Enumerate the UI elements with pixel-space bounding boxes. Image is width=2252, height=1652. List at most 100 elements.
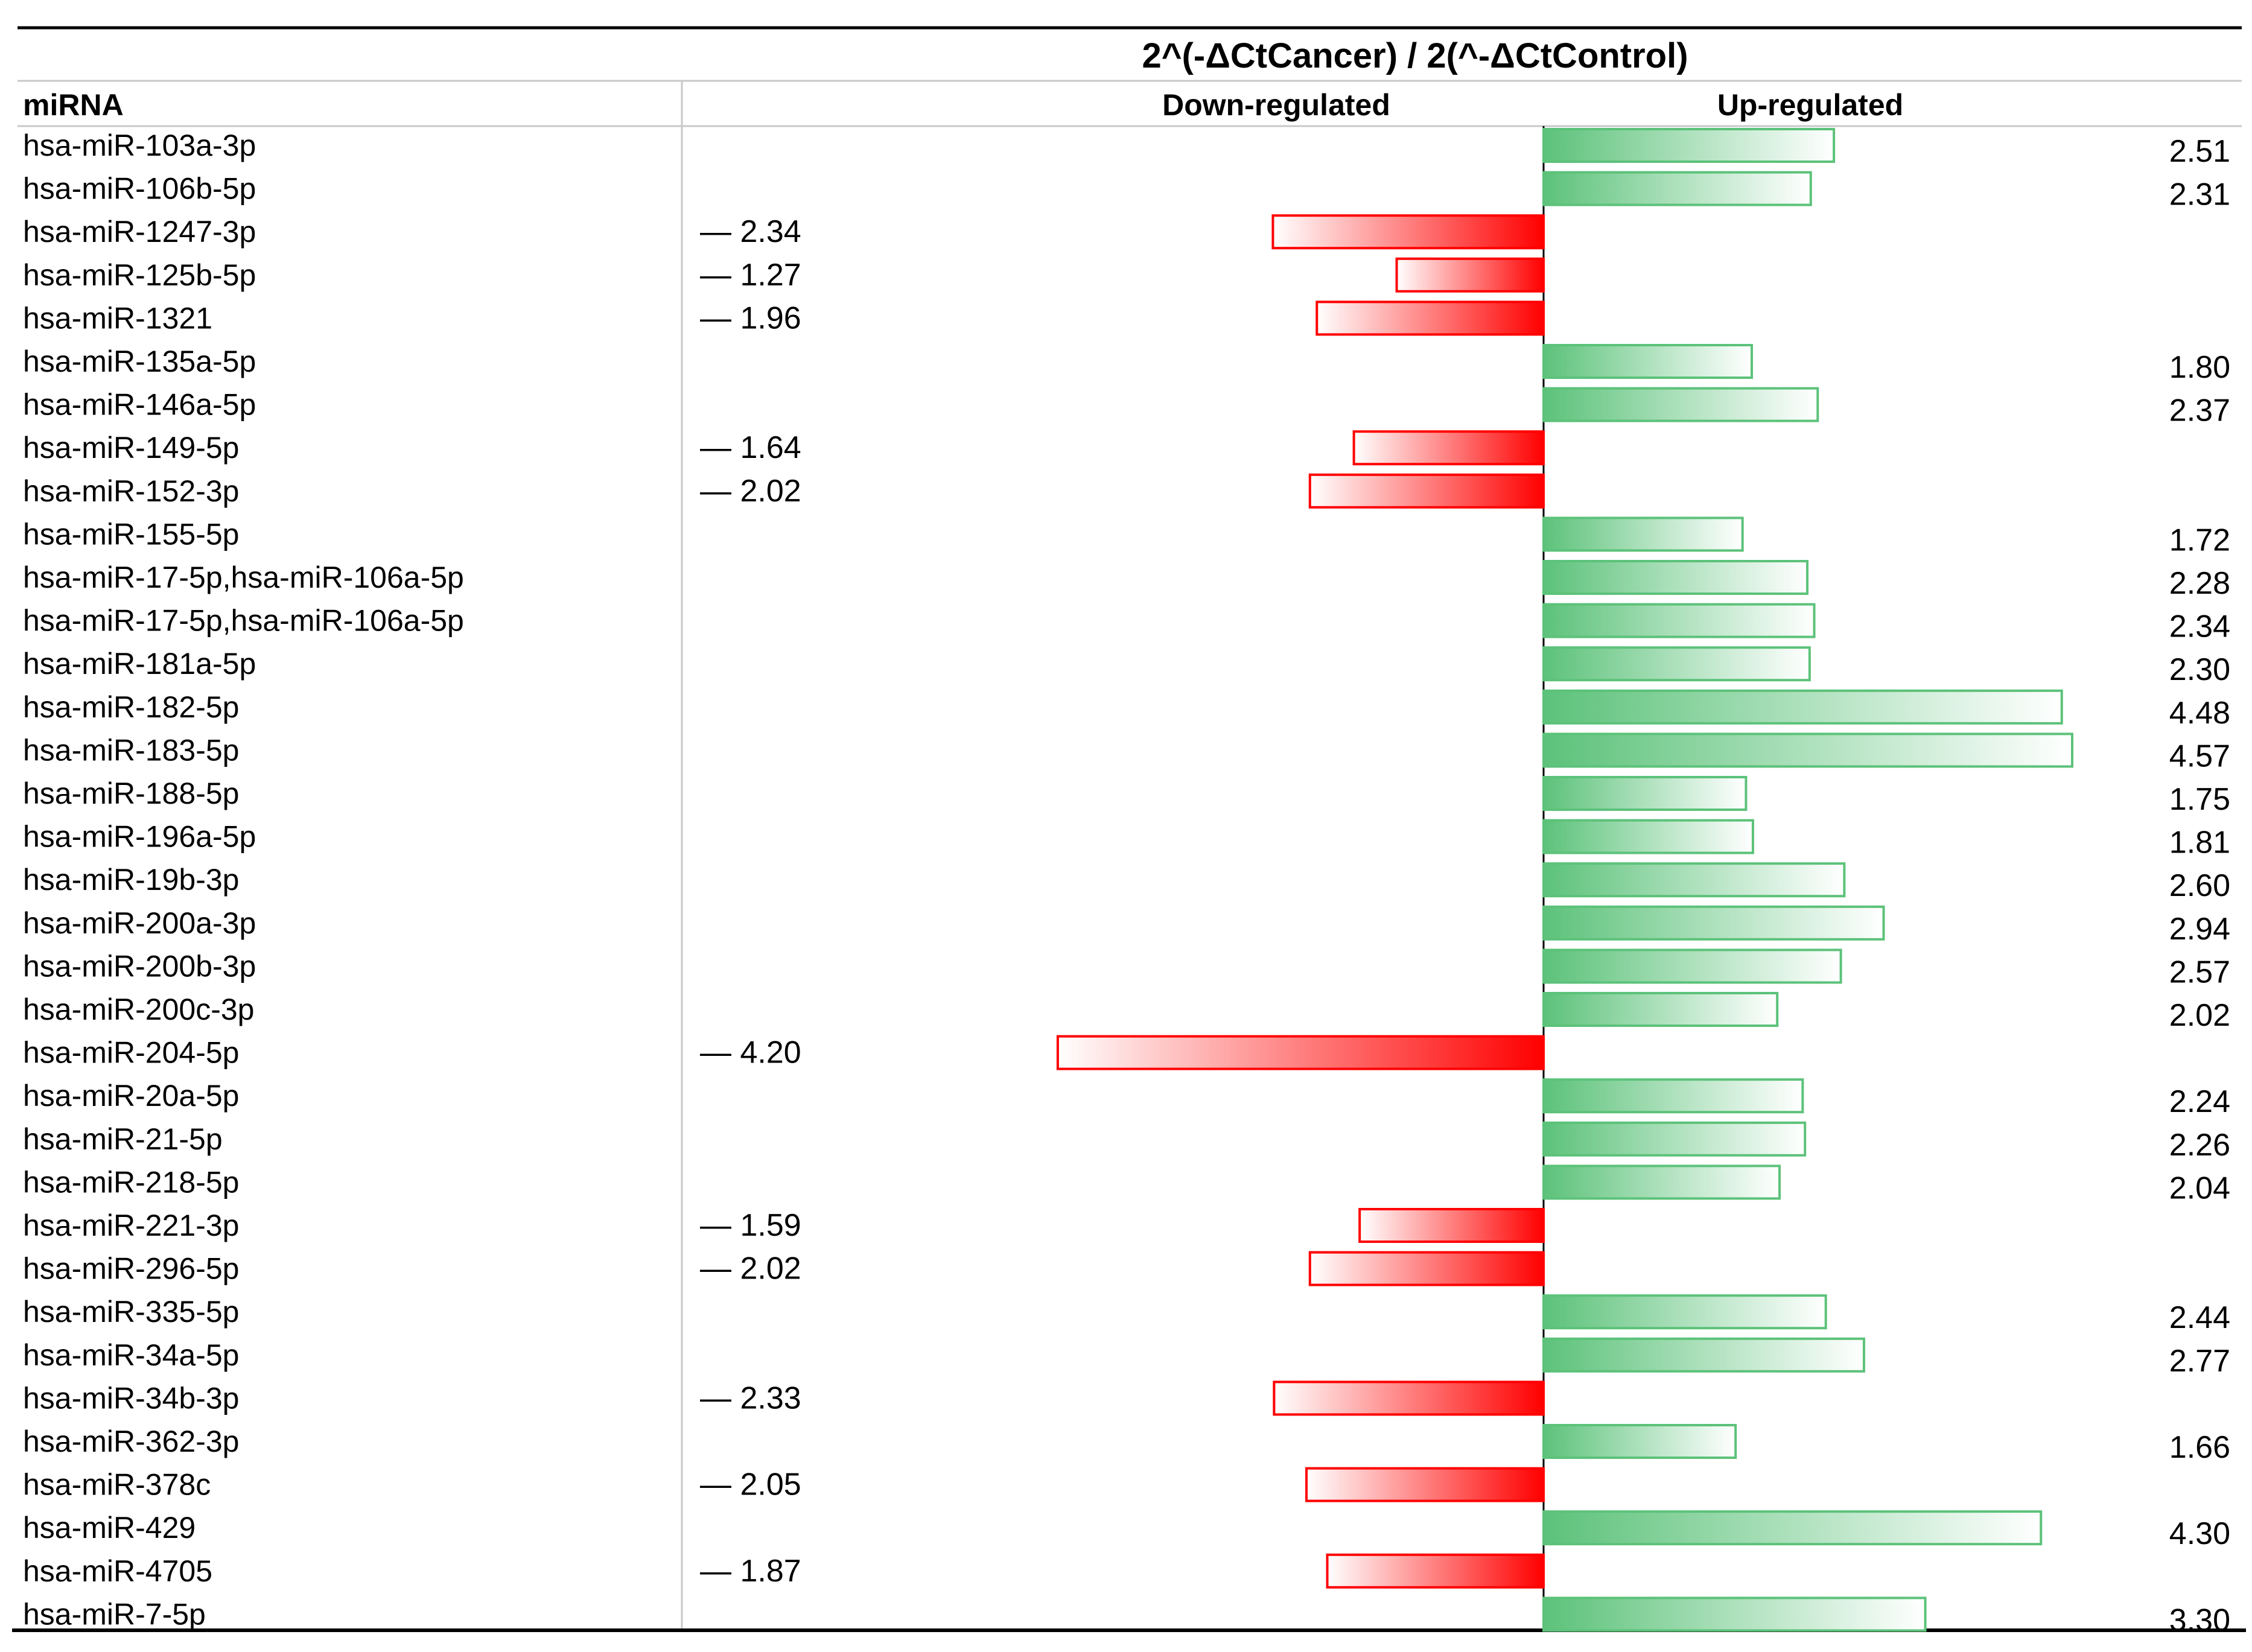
mirna-name: hsa-miR-221-3p xyxy=(23,1209,239,1242)
mirna-name: hsa-miR-21-5p xyxy=(23,1122,223,1156)
mirna-name: hsa-miR-34b-3p xyxy=(23,1381,239,1415)
up-value-label: 2.30 xyxy=(2169,652,2230,687)
mirna-name: hsa-miR-204-5p xyxy=(23,1036,239,1070)
up-bar xyxy=(1542,603,1816,638)
mirna-name: hsa-miR-362-3p xyxy=(23,1425,239,1458)
up-value-label: 2.60 xyxy=(2169,868,2230,903)
up-regulated-header: Up-regulated xyxy=(1717,88,1903,122)
up-value-label: 3.30 xyxy=(2169,1603,2230,1638)
chart-title: 2^(-ΔCtCancer) / 2(^-ΔCtControl) xyxy=(1142,36,1688,75)
down-bar xyxy=(1315,300,1545,336)
down-value-label: — 2.05 xyxy=(700,1467,801,1502)
down-bar xyxy=(1352,430,1545,466)
up-bar xyxy=(1542,992,1779,1027)
down-bar xyxy=(1305,1467,1545,1502)
up-bar xyxy=(1542,646,1811,682)
mirna-name: hsa-miR-218-5p xyxy=(23,1165,239,1199)
up-bar xyxy=(1542,862,1846,898)
up-value-label: 2.24 xyxy=(2169,1084,2230,1119)
up-value-label: 4.57 xyxy=(2169,739,2230,774)
up-bar xyxy=(1542,1078,1804,1114)
up-bar xyxy=(1542,128,1836,163)
down-bar xyxy=(1273,1380,1545,1416)
mirna-name: hsa-miR-125b-5p xyxy=(23,258,256,292)
up-bar xyxy=(1542,1164,1781,1200)
mirna-name: hsa-miR-4705 xyxy=(23,1554,212,1588)
mirna-name: hsa-miR-429 xyxy=(23,1511,196,1545)
up-value-label: 2.44 xyxy=(2169,1300,2230,1335)
mirna-name: hsa-miR-378c xyxy=(23,1468,211,1502)
up-value-label: 2.77 xyxy=(2169,1344,2230,1379)
up-value-label: 1.80 xyxy=(2169,350,2230,385)
down-value-label: — 1.59 xyxy=(700,1208,801,1243)
mirna-name: hsa-miR-200a-3p xyxy=(23,906,256,940)
up-bar xyxy=(1542,776,1748,811)
up-value-label: 1.66 xyxy=(2169,1430,2230,1465)
down-bar xyxy=(1308,1251,1545,1286)
down-value-label: — 1.64 xyxy=(700,430,801,465)
up-value-label: 2.34 xyxy=(2169,609,2230,644)
mirna-name: hsa-miR-200b-3p xyxy=(23,949,256,983)
up-value-label: 2.51 xyxy=(2169,134,2230,169)
mirna-name: hsa-miR-152-3p xyxy=(23,474,239,508)
up-value-label: 4.30 xyxy=(2169,1516,2230,1551)
mirna-name: hsa-miR-17-5p,hsa-miR-106a-5p xyxy=(23,561,464,594)
mirna-name: hsa-miR-296-5p xyxy=(23,1252,239,1286)
up-value-label: 1.72 xyxy=(2169,523,2230,558)
up-bar xyxy=(1542,516,1744,552)
up-bar xyxy=(1542,171,1812,206)
up-bar xyxy=(1542,819,1754,854)
mirna-name: hsa-miR-20a-5p xyxy=(23,1079,239,1113)
down-bar xyxy=(1271,214,1545,250)
down-value-label: — 2.33 xyxy=(700,1380,801,1415)
mirna-name: hsa-miR-183-5p xyxy=(23,733,239,767)
up-bar xyxy=(1542,1510,2043,1546)
up-value-label: 2.57 xyxy=(2169,955,2230,990)
mirna-name: hsa-miR-34a-5p xyxy=(23,1338,239,1372)
up-value-label: 2.28 xyxy=(2169,566,2230,601)
down-bar xyxy=(1056,1035,1545,1070)
up-value-label: 1.75 xyxy=(2169,782,2230,817)
mirna-name: hsa-miR-106b-5p xyxy=(23,172,256,206)
up-value-label: 2.31 xyxy=(2169,177,2230,212)
mirna-name: hsa-miR-1247-3p xyxy=(23,215,256,249)
mirna-name: hsa-miR-19b-3p xyxy=(23,863,239,897)
up-bar xyxy=(1542,1424,1737,1459)
mirna-name: hsa-miR-200c-3p xyxy=(23,993,254,1026)
up-value-label: 2.04 xyxy=(2169,1171,2230,1206)
up-bar xyxy=(1542,732,2073,768)
down-regulated-header: Down-regulated xyxy=(1162,88,1390,122)
up-bar xyxy=(1542,689,2063,725)
down-value-label: — 2.02 xyxy=(700,474,801,509)
mirna-name: hsa-miR-181a-5p xyxy=(23,647,256,681)
up-value-label: 4.48 xyxy=(2169,696,2230,731)
down-value-label: — 1.87 xyxy=(700,1554,801,1589)
mirna-name: hsa-miR-155-5p xyxy=(23,517,239,551)
mirna-name: hsa-miR-196a-5p xyxy=(23,820,256,854)
up-bar xyxy=(1542,905,1885,941)
up-bar xyxy=(1542,1121,1807,1157)
mirna-name: hsa-miR-335-5p xyxy=(23,1295,239,1329)
up-bar xyxy=(1542,387,1819,422)
up-value-label: 2.94 xyxy=(2169,912,2230,947)
up-bar xyxy=(1542,560,1809,595)
mirna-name: hsa-miR-7-5p xyxy=(23,1597,206,1631)
down-value-label: — 2.02 xyxy=(700,1251,801,1286)
down-bar xyxy=(1326,1553,1545,1589)
mirna-name: hsa-miR-188-5p xyxy=(23,777,239,810)
mirna-name: hsa-miR-103a-3p xyxy=(23,129,256,162)
down-value-label: — 1.27 xyxy=(700,258,801,293)
up-value-label: 2.37 xyxy=(2169,393,2230,428)
down-bar xyxy=(1308,473,1545,509)
mirna-column-header: miRNA xyxy=(23,88,124,122)
up-value-label: 2.26 xyxy=(2169,1128,2230,1163)
down-bar xyxy=(1358,1208,1545,1243)
up-value-label: 1.81 xyxy=(2169,825,2230,860)
up-bar xyxy=(1542,344,1754,379)
down-bar xyxy=(1395,257,1545,293)
up-bar xyxy=(1542,1596,1927,1632)
mirna-name: hsa-miR-1321 xyxy=(23,301,212,335)
up-bar xyxy=(1542,948,1842,984)
